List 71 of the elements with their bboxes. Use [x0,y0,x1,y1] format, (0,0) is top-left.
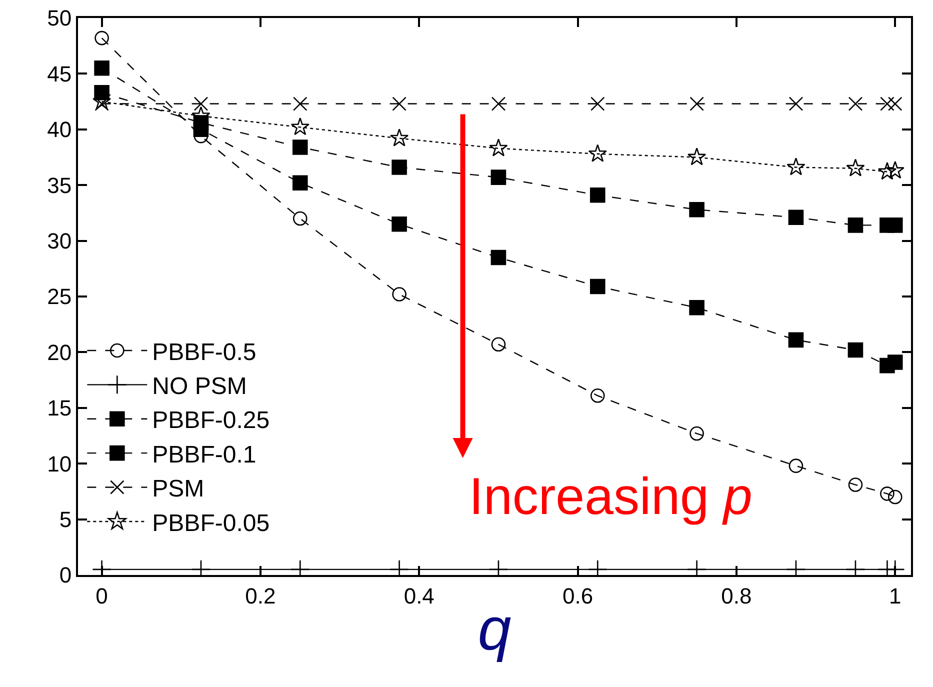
y-tick-label: 30 [47,228,72,254]
point [392,287,406,302]
y-tick-label: 10 [47,451,72,476]
legend-label: PSM [152,476,204,503]
y-tick-label: 20 [47,340,72,365]
point [848,342,864,358]
point [491,337,506,352]
point [786,158,806,176]
legend-label: PBBF-0.05 [152,510,270,537]
point [392,216,407,232]
point [590,388,605,403]
point [588,144,607,162]
point [490,250,506,266]
point [880,486,894,501]
legend-label: PBBF-0.1 [152,441,256,468]
x-tick-label: 1 [889,583,902,608]
x-tick-label: 0.2 [245,583,276,608]
point [887,218,903,233]
x-tick-label: 0.6 [562,583,594,608]
point [392,160,407,175]
point [848,96,863,111]
point [690,426,704,441]
y-tick-label: 15 [47,396,72,421]
point [292,175,308,191]
x-tick-label: 0.4 [404,583,434,608]
annotation: Increasing p [469,468,752,526]
point [689,202,704,218]
point [489,138,508,156]
point [390,128,409,146]
point [292,96,308,111]
y-tick-label: 45 [47,61,72,86]
y-tick-label: 25 [47,284,72,310]
legend-label: PBBF-0.25 [152,407,270,434]
y-tick-label: 0 [59,562,72,588]
point [887,354,903,370]
point [688,148,706,166]
legend-label: PBBF-0.5 [152,338,256,366]
point [590,187,606,203]
point [888,490,902,504]
point [392,96,406,111]
point [788,210,804,226]
point [788,332,804,348]
point [888,96,902,111]
y-tick-label: 35 [47,172,72,198]
point [690,96,704,111]
point [590,278,606,294]
point [846,158,865,176]
legend-label: NO PSM [152,373,247,400]
point [292,211,308,226]
point [194,96,208,111]
point [878,162,896,180]
point [290,117,310,136]
point [689,300,704,316]
x-tick-label: 0.8 [721,583,752,608]
point [94,60,110,76]
point [94,30,109,46]
point [886,160,904,179]
point [848,218,864,233]
point [491,96,506,111]
point [880,96,894,111]
y-tick-label: 40 [47,117,72,142]
x-tick-label: 0 [96,583,108,608]
point [788,96,804,111]
point [848,478,863,492]
y-tick-label: 50 [47,6,72,31]
x-axis-title: q [478,595,512,662]
point [788,458,804,473]
y-tick-label: 5 [59,507,72,532]
point [292,140,308,155]
point [490,170,506,185]
point [590,96,605,111]
